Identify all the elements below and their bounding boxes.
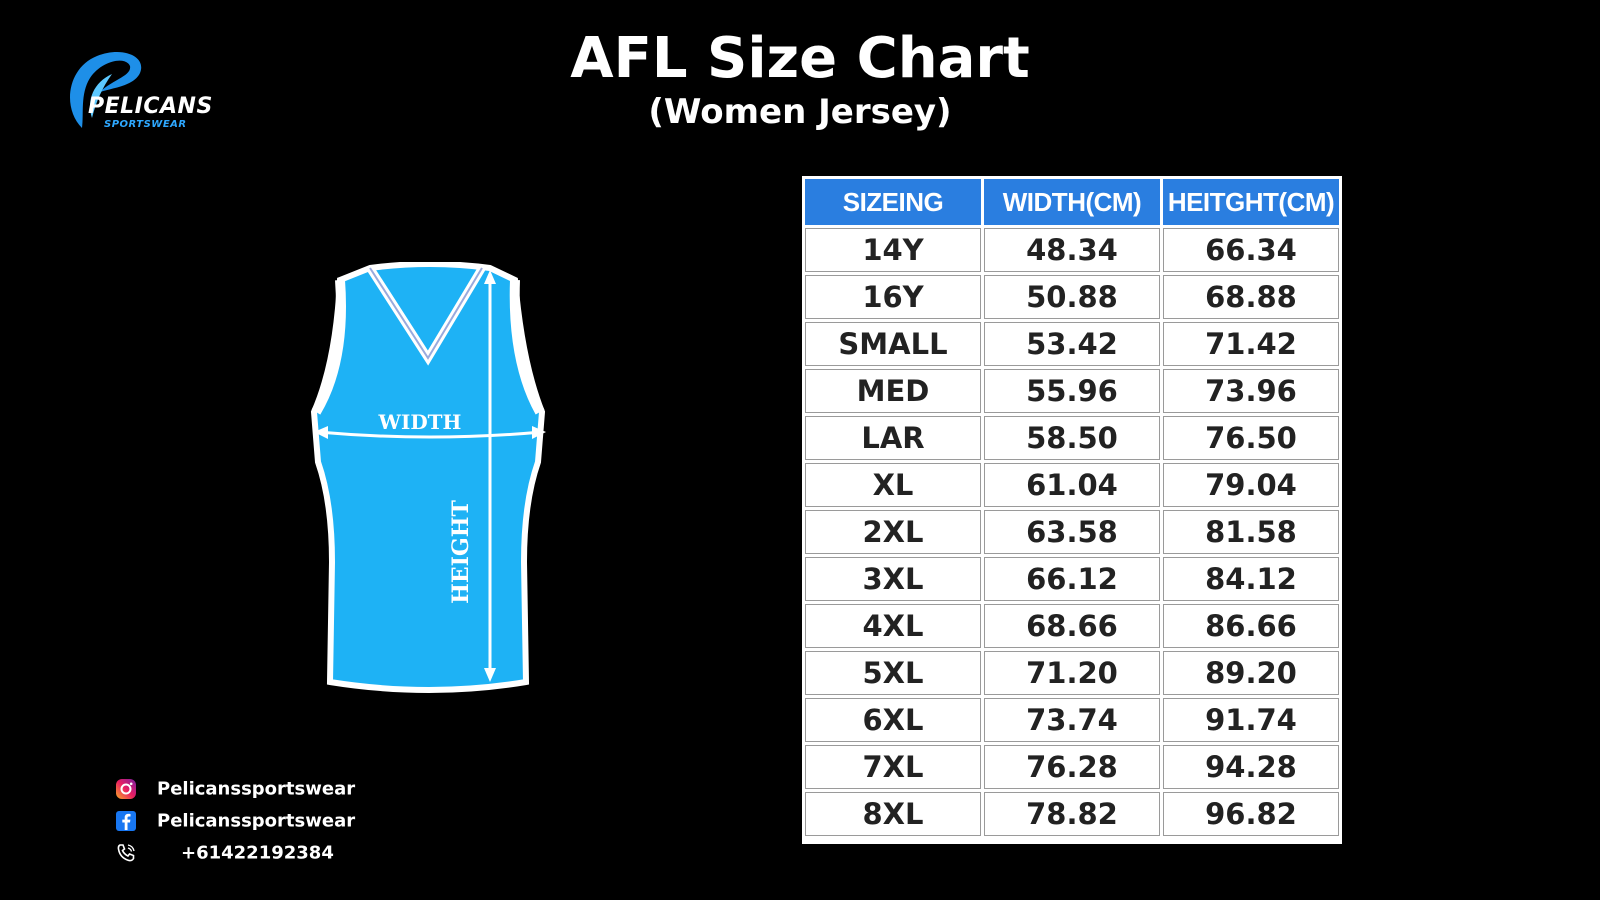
- social-facebook: Pelicanssportswear: [115, 810, 355, 832]
- logo-name: PELICANS: [88, 94, 213, 119]
- height-cell: 76.50: [1163, 416, 1339, 460]
- size-cell: 14Y: [805, 228, 981, 272]
- height-cell: 66.34: [1163, 228, 1339, 272]
- header-sizing: SIZEING: [805, 179, 981, 225]
- width-cell: 63.58: [984, 510, 1160, 554]
- width-cell: 71.20: [984, 651, 1160, 695]
- instagram-icon: [115, 778, 137, 800]
- width-cell: 55.96: [984, 369, 1160, 413]
- height-cell: 91.74: [1163, 698, 1339, 742]
- size-cell: LAR: [805, 416, 981, 460]
- height-cell: 94.28: [1163, 745, 1339, 789]
- width-cell: 58.50: [984, 416, 1160, 460]
- height-cell: 84.12: [1163, 557, 1339, 601]
- size-cell: XL: [805, 463, 981, 507]
- height-cell: 73.96: [1163, 369, 1339, 413]
- header-width: WIDTH(CM): [984, 179, 1160, 225]
- width-cell: 53.42: [984, 322, 1160, 366]
- jersey-illustration: WIDTH HEIGHT: [310, 261, 550, 706]
- size-cell: 6XL: [805, 698, 981, 742]
- width-cell: 73.74: [984, 698, 1160, 742]
- width-cell: 66.12: [984, 557, 1160, 601]
- height-cell: 71.42: [1163, 322, 1339, 366]
- logo-subtitle: SPORTSWEAR: [104, 119, 187, 130]
- table-row: 2XL 63.58 81.58: [805, 510, 1339, 554]
- size-cell: 5XL: [805, 651, 981, 695]
- brand-logo: PELICANS SPORTSWEAR: [62, 48, 232, 138]
- phone-number: +61422192384: [181, 842, 334, 864]
- table-row: 6XL 73.74 91.74: [805, 698, 1339, 742]
- height-cell: 89.20: [1163, 651, 1339, 695]
- phone-icon: [115, 842, 137, 864]
- size-cell: 3XL: [805, 557, 981, 601]
- instagram-handle: Pelicanssportswear: [157, 778, 356, 800]
- width-cell: 78.82: [984, 792, 1160, 836]
- page-title: AFL Size Chart: [570, 26, 1030, 91]
- table-row: 7XL 76.28 94.28: [805, 745, 1339, 789]
- size-cell: 4XL: [805, 604, 981, 648]
- page-subtitle: (Women Jersey): [648, 92, 952, 132]
- width-cell: 68.66: [984, 604, 1160, 648]
- table-row: SMALL 53.42 71.42: [805, 322, 1339, 366]
- height-cell: 96.82: [1163, 792, 1339, 836]
- table-row: 16Y 50.88 68.88: [805, 275, 1339, 319]
- size-cell: MED: [805, 369, 981, 413]
- table-row: MED 55.96 73.96: [805, 369, 1339, 413]
- table-row: 3XL 66.12 84.12: [805, 557, 1339, 601]
- size-cell: SMALL: [805, 322, 981, 366]
- facebook-icon: [115, 810, 137, 832]
- table-row: 14Y 48.34 66.34: [805, 228, 1339, 272]
- social-phone: +61422192384: [115, 842, 334, 864]
- height-cell: 81.58: [1163, 510, 1339, 554]
- height-cell: 79.04: [1163, 463, 1339, 507]
- height-label: HEIGHT: [448, 499, 474, 603]
- width-cell: 61.04: [984, 463, 1160, 507]
- header-height: HEITGHT(CM): [1163, 179, 1339, 225]
- width-cell: 48.34: [984, 228, 1160, 272]
- width-label: WIDTH: [378, 410, 462, 434]
- table-row: 8XL 78.82 96.82: [805, 792, 1339, 836]
- size-cell: 2XL: [805, 510, 981, 554]
- social-instagram: Pelicanssportswear: [115, 778, 355, 800]
- table-row: 5XL 71.20 89.20: [805, 651, 1339, 695]
- height-cell: 86.66: [1163, 604, 1339, 648]
- height-cell: 68.88: [1163, 275, 1339, 319]
- facebook-handle: Pelicanssportswear: [157, 810, 356, 832]
- width-cell: 76.28: [984, 745, 1160, 789]
- size-cell: 16Y: [805, 275, 981, 319]
- pelican-logo-icon: [70, 52, 142, 128]
- width-cell: 50.88: [984, 275, 1160, 319]
- table-row: 4XL 68.66 86.66: [805, 604, 1339, 648]
- table-row: LAR 58.50 76.50: [805, 416, 1339, 460]
- table-row: XL 61.04 79.04: [805, 463, 1339, 507]
- table-header-row: SIZEING WIDTH(CM) HEITGHT(CM): [805, 179, 1339, 225]
- size-chart-table: SIZEING WIDTH(CM) HEITGHT(CM) 14Y 48.34 66…: [802, 176, 1342, 844]
- size-cell: 8XL: [805, 792, 981, 836]
- size-cell: 7XL: [805, 745, 981, 789]
